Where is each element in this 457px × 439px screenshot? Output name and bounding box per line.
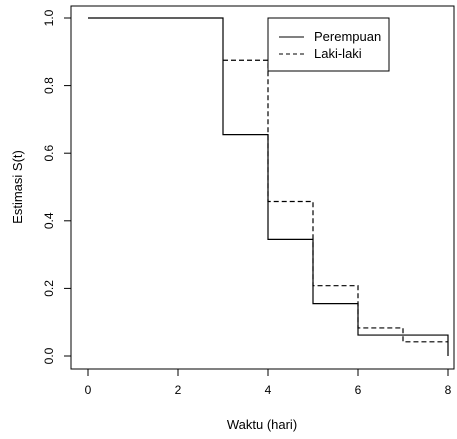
- legend: Perempuan Laki-laki: [267, 17, 390, 72]
- x-axis-label: Waktu (hari): [227, 417, 297, 432]
- x-tick-label: 6: [355, 383, 362, 397]
- y-tick-label: 0.8: [42, 77, 56, 94]
- y-tick-label: 0.2: [42, 280, 56, 297]
- legend-box: [267, 17, 390, 72]
- x-tick-label: 0: [85, 383, 92, 397]
- x-tick-label: 8: [445, 383, 452, 397]
- y-tick-label: 0.0: [42, 347, 56, 364]
- y-tick-label: 0.4: [42, 212, 56, 229]
- y-tick-label: 0.6: [42, 145, 56, 162]
- y-tick-label: 1.0: [42, 9, 56, 26]
- x-tick-label: 2: [175, 383, 182, 397]
- legend-label-perempuan: Perempuan: [314, 29, 381, 44]
- series-line-perempuan: [88, 17, 449, 356]
- legend-label-laki-laki: Laki-laki: [314, 46, 362, 61]
- x-tick-label: 4: [265, 383, 272, 397]
- y-axis-label: Estimasi S(t): [10, 150, 25, 224]
- y-axis: 0.0 0.2 0.4 0.6 0.8 1.0: [42, 9, 72, 364]
- series-line-laki-laki: [223, 59, 448, 343]
- series-layer: [88, 17, 449, 356]
- x-axis: 0 2 4 6 8: [85, 368, 452, 397]
- plot-frame: [70, 5, 455, 370]
